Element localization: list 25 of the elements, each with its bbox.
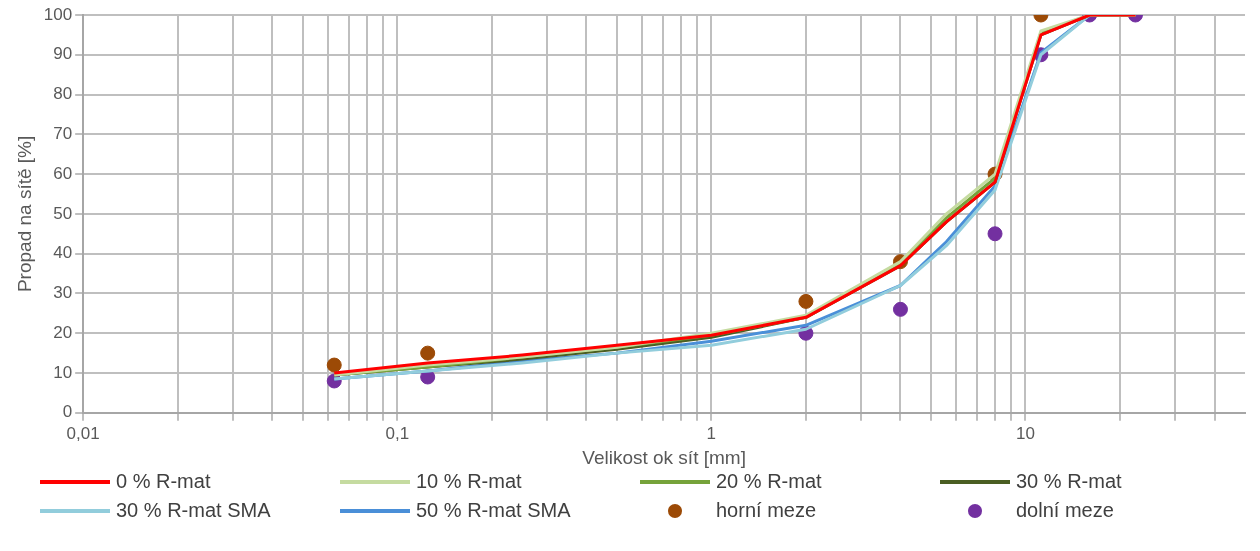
y-tick-label: 100: [43, 4, 73, 24]
x-axis-title: Velikost ok sít [mm]: [582, 446, 746, 468]
legend-label: 10 % R-mat: [416, 470, 522, 493]
y-tick-label: 0: [62, 402, 73, 422]
y-tick-label: 80: [53, 84, 73, 104]
y-tick-label: 60: [53, 163, 73, 183]
y-axis-title: Propad na sítě [%]: [13, 135, 35, 293]
legend-label: 30 % R-mat SMA: [116, 499, 271, 522]
x-tick-label: 1: [706, 423, 717, 443]
legend-label: 0 % R-mat: [116, 470, 211, 493]
y-tick-label: 50: [53, 203, 73, 223]
x-tick-label: 10: [1015, 423, 1035, 443]
legend-label: horní meze: [716, 499, 817, 522]
legend-label: 50 % R-mat SMA: [416, 499, 571, 522]
legend-label: dolní meze: [1016, 499, 1114, 522]
x-tick-label: 0,01: [66, 423, 100, 443]
x-tick-label: 0,1: [385, 423, 410, 443]
y-tick-label: 70: [53, 124, 73, 144]
y-tick-label: 10: [53, 362, 73, 382]
y-tick-label: 20: [53, 322, 73, 342]
legend-label: 20 % R-mat: [716, 470, 822, 493]
y-tick-label: 40: [53, 243, 73, 263]
legend-label: 30 % R-mat: [1016, 470, 1122, 493]
y-tick-label: 90: [53, 44, 73, 64]
y-tick-label: 30: [53, 283, 73, 303]
